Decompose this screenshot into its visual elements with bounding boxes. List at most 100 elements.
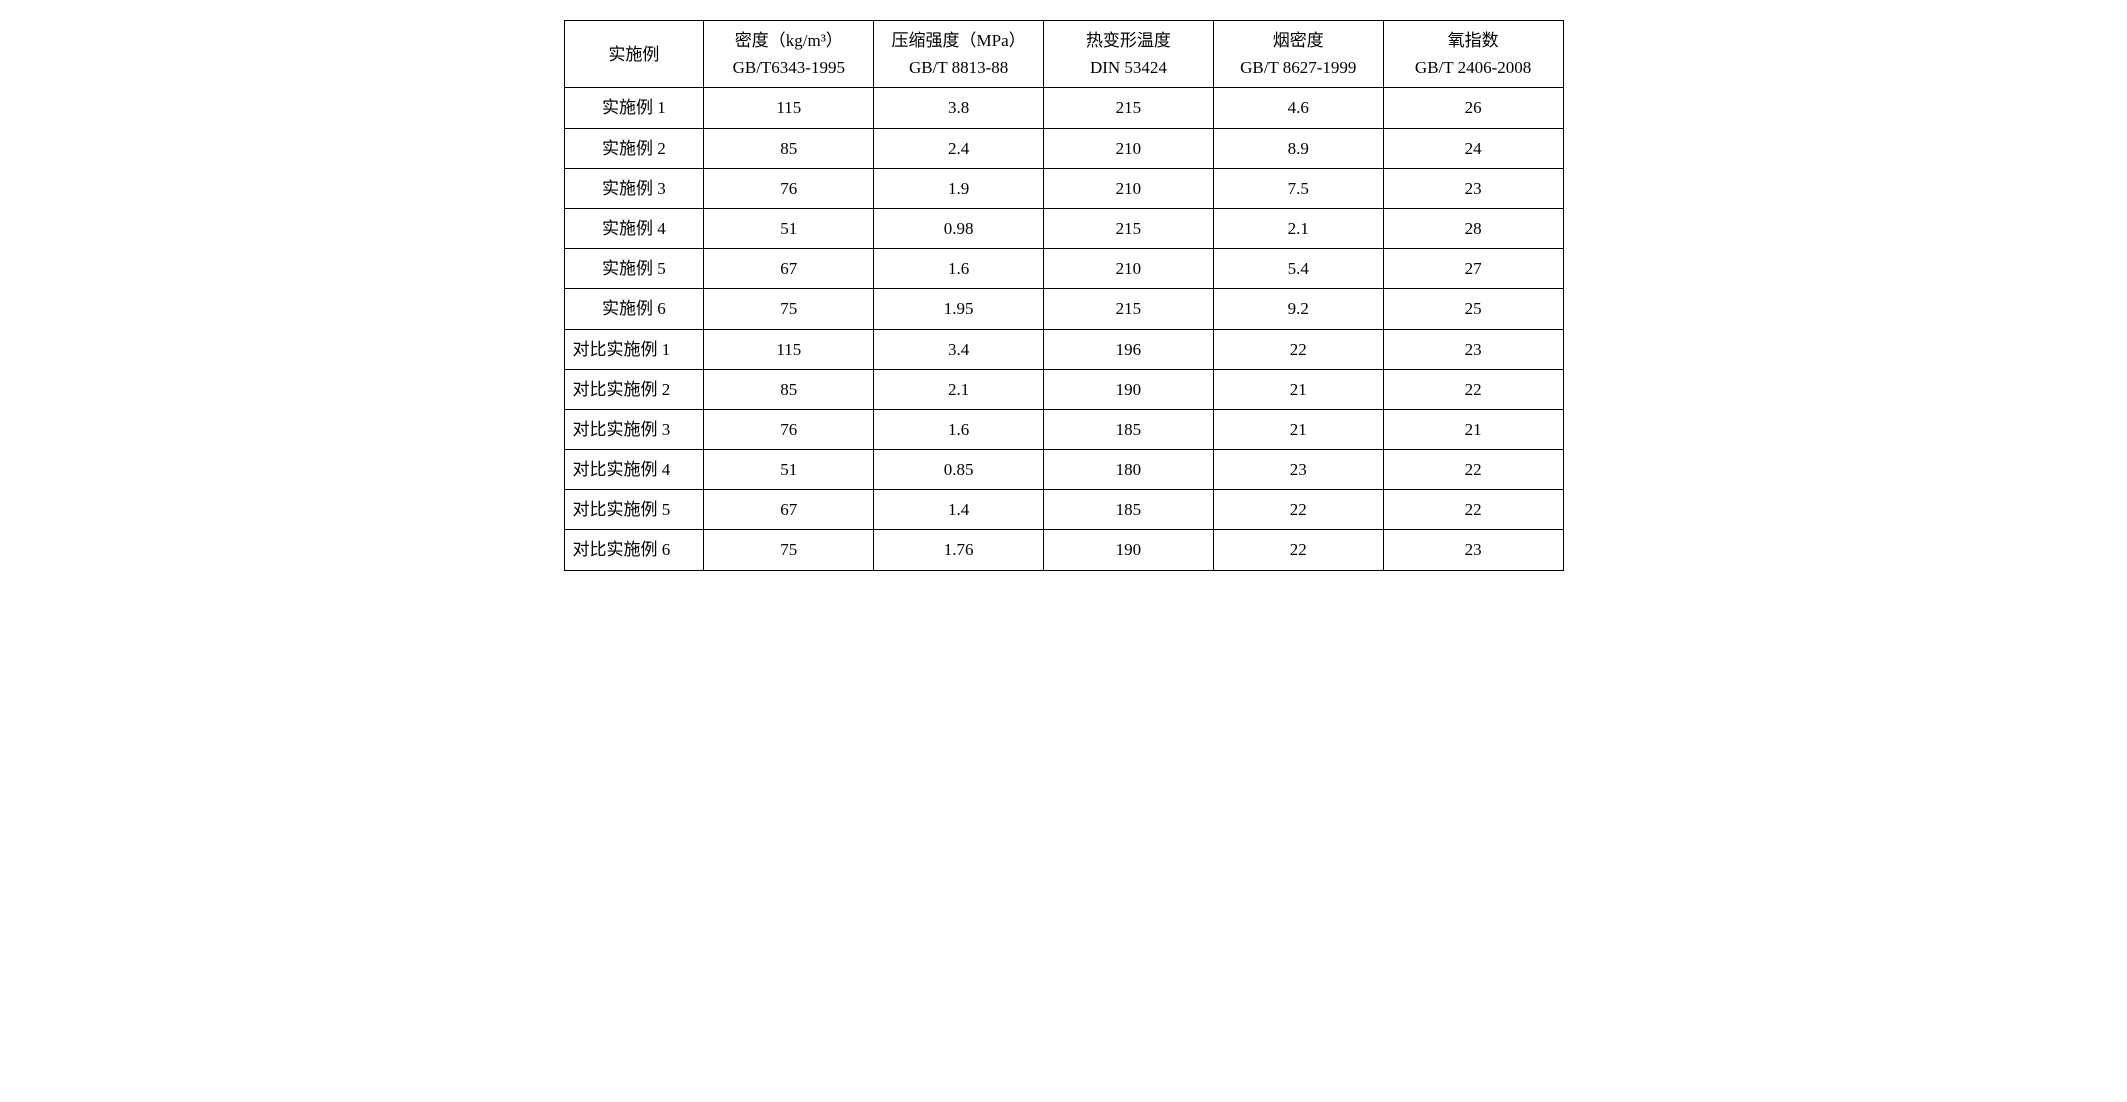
header-heat: 热变形温度 DIN 53424	[1044, 21, 1214, 88]
cell-density: 51	[704, 450, 874, 490]
cell-compress: 1.95	[874, 289, 1044, 329]
cell-heat: 185	[1044, 409, 1214, 449]
header-density-sub: GB/T6343-1995	[714, 54, 863, 81]
header-oxygen-main: 氧指数	[1394, 27, 1553, 54]
table-row: 实施例 4510.982152.128	[564, 208, 1563, 248]
cell-smoke: 22	[1213, 329, 1383, 369]
header-density-main: 密度（kg/m³）	[714, 27, 863, 54]
table-row: 对比实施例 11153.41962223	[564, 329, 1563, 369]
cell-compress: 0.85	[874, 450, 1044, 490]
data-table: 实施例 密度（kg/m³） GB/T6343-1995 压缩强度（MPa） GB…	[564, 20, 1564, 571]
cell-density: 115	[704, 329, 874, 369]
cell-example: 对比实施例 6	[564, 530, 704, 570]
cell-example: 实施例 3	[564, 168, 704, 208]
cell-compress: 2.1	[874, 369, 1044, 409]
cell-density: 85	[704, 128, 874, 168]
cell-example: 对比实施例 3	[564, 409, 704, 449]
cell-example: 实施例 2	[564, 128, 704, 168]
cell-compress: 1.76	[874, 530, 1044, 570]
cell-density: 85	[704, 369, 874, 409]
table-row: 实施例 6751.952159.225	[564, 289, 1563, 329]
table-row: 对比实施例 4510.851802322	[564, 450, 1563, 490]
cell-density: 75	[704, 289, 874, 329]
cell-smoke: 4.6	[1213, 88, 1383, 128]
table-row: 实施例 5671.62105.427	[564, 249, 1563, 289]
cell-heat: 180	[1044, 450, 1214, 490]
header-row: 实施例 密度（kg/m³） GB/T6343-1995 压缩强度（MPa） GB…	[564, 21, 1563, 88]
cell-compress: 1.6	[874, 409, 1044, 449]
cell-density: 67	[704, 249, 874, 289]
cell-smoke: 21	[1213, 369, 1383, 409]
header-density: 密度（kg/m³） GB/T6343-1995	[704, 21, 874, 88]
cell-oxygen: 22	[1383, 450, 1563, 490]
header-compress-main: 压缩强度（MPa）	[884, 27, 1033, 54]
header-compress-sub: GB/T 8813-88	[884, 54, 1033, 81]
cell-example: 实施例 6	[564, 289, 704, 329]
cell-density: 75	[704, 530, 874, 570]
cell-compress: 2.4	[874, 128, 1044, 168]
cell-example: 对比实施例 5	[564, 490, 704, 530]
cell-smoke: 8.9	[1213, 128, 1383, 168]
cell-oxygen: 24	[1383, 128, 1563, 168]
table-row: 实施例 2852.42108.924	[564, 128, 1563, 168]
header-compress: 压缩强度（MPa） GB/T 8813-88	[874, 21, 1044, 88]
cell-heat: 190	[1044, 369, 1214, 409]
cell-oxygen: 23	[1383, 530, 1563, 570]
table-row: 对比实施例 5671.41852222	[564, 490, 1563, 530]
cell-heat: 196	[1044, 329, 1214, 369]
header-oxygen-sub: GB/T 2406-2008	[1394, 54, 1553, 81]
cell-density: 51	[704, 208, 874, 248]
cell-density: 67	[704, 490, 874, 530]
cell-compress: 3.8	[874, 88, 1044, 128]
table-row: 实施例 3761.92107.523	[564, 168, 1563, 208]
cell-oxygen: 22	[1383, 369, 1563, 409]
cell-oxygen: 26	[1383, 88, 1563, 128]
cell-compress: 0.98	[874, 208, 1044, 248]
cell-oxygen: 28	[1383, 208, 1563, 248]
cell-oxygen: 23	[1383, 329, 1563, 369]
table-header: 实施例 密度（kg/m³） GB/T6343-1995 压缩强度（MPa） GB…	[564, 21, 1563, 88]
cell-oxygen: 23	[1383, 168, 1563, 208]
cell-smoke: 23	[1213, 450, 1383, 490]
header-smoke-sub: GB/T 8627-1999	[1224, 54, 1373, 81]
table-row: 实施例 11153.82154.626	[564, 88, 1563, 128]
cell-heat: 215	[1044, 88, 1214, 128]
cell-example: 对比实施例 1	[564, 329, 704, 369]
table-row: 对比实施例 3761.61852121	[564, 409, 1563, 449]
cell-example: 对比实施例 2	[564, 369, 704, 409]
cell-oxygen: 21	[1383, 409, 1563, 449]
header-oxygen: 氧指数 GB/T 2406-2008	[1383, 21, 1563, 88]
header-smoke: 烟密度 GB/T 8627-1999	[1213, 21, 1383, 88]
cell-example: 实施例 5	[564, 249, 704, 289]
cell-compress: 1.6	[874, 249, 1044, 289]
cell-smoke: 2.1	[1213, 208, 1383, 248]
cell-heat: 215	[1044, 289, 1214, 329]
cell-oxygen: 27	[1383, 249, 1563, 289]
cell-heat: 210	[1044, 168, 1214, 208]
cell-compress: 3.4	[874, 329, 1044, 369]
header-example-main: 实施例	[575, 41, 694, 68]
cell-heat: 210	[1044, 128, 1214, 168]
cell-density: 76	[704, 409, 874, 449]
cell-smoke: 7.5	[1213, 168, 1383, 208]
cell-example: 实施例 4	[564, 208, 704, 248]
cell-smoke: 5.4	[1213, 249, 1383, 289]
cell-density: 115	[704, 88, 874, 128]
cell-example: 实施例 1	[564, 88, 704, 128]
cell-oxygen: 22	[1383, 490, 1563, 530]
cell-heat: 185	[1044, 490, 1214, 530]
table-row: 对比实施例 6751.761902223	[564, 530, 1563, 570]
header-smoke-main: 烟密度	[1224, 27, 1373, 54]
cell-smoke: 9.2	[1213, 289, 1383, 329]
cell-smoke: 22	[1213, 490, 1383, 530]
cell-heat: 210	[1044, 249, 1214, 289]
cell-heat: 215	[1044, 208, 1214, 248]
table-row: 对比实施例 2852.11902122	[564, 369, 1563, 409]
header-heat-sub: DIN 53424	[1054, 54, 1203, 81]
header-example: 实施例	[564, 21, 704, 88]
cell-compress: 1.4	[874, 490, 1044, 530]
cell-oxygen: 25	[1383, 289, 1563, 329]
cell-example: 对比实施例 4	[564, 450, 704, 490]
cell-compress: 1.9	[874, 168, 1044, 208]
cell-smoke: 22	[1213, 530, 1383, 570]
